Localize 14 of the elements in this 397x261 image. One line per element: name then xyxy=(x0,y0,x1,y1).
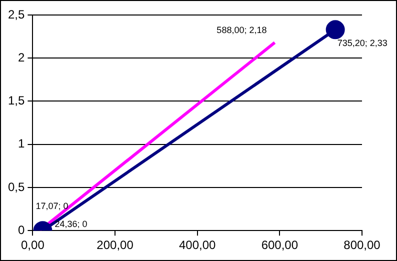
data-label: 735,20; 2,33 xyxy=(337,38,388,48)
x-tick-label: 200,00 xyxy=(96,238,134,252)
x-tick-label: 800,00 xyxy=(344,238,381,252)
data-label: 24,36; 0 xyxy=(54,219,88,230)
y-tick-label: 2,5 xyxy=(8,7,25,22)
x-tick-label: 400,00 xyxy=(178,238,216,252)
y-tick-label: 0,5 xyxy=(8,180,25,194)
data-label: 588,00; 2,18 xyxy=(216,25,267,36)
y-tick-label: 2 xyxy=(18,50,25,64)
y-tick-label: 1 xyxy=(18,136,25,151)
y-tick-label: 0 xyxy=(18,222,25,237)
x-tick-label: 600,00 xyxy=(261,238,298,252)
x-tick-label: 0,00 xyxy=(21,238,45,252)
y-tick-label: 1,5 xyxy=(8,94,25,108)
